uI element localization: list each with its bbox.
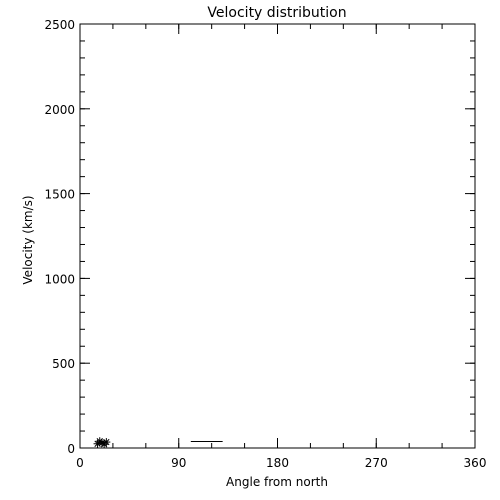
- data-marks: [93, 437, 223, 449]
- x-tick-label: 180: [266, 456, 289, 470]
- data-point: [102, 438, 111, 447]
- y-tick-label: 2000: [44, 103, 75, 117]
- y-tick-label: 2500: [44, 18, 75, 32]
- y-tick-label: 500: [52, 357, 75, 371]
- axes: 0 90 180 270 360 0 500 1000 1500 2000 2500: [44, 18, 486, 470]
- x-axis-label: Angle from north: [226, 475, 328, 489]
- chart-title: Velocity distribution: [207, 5, 346, 21]
- x-tick-label: 90: [171, 456, 186, 470]
- y-axis-label: Velocity (km/s): [21, 195, 35, 284]
- plot-frame: [79, 23, 476, 449]
- x-tick-label: 0: [76, 456, 84, 470]
- x-tick-label: 270: [365, 456, 388, 470]
- x-tick-label: 360: [464, 456, 487, 470]
- asterisk-stroke: [103, 438, 110, 446]
- y-tick-label: 1500: [44, 188, 75, 202]
- y-tick-label: 0: [67, 442, 75, 456]
- y-tick-label: 1000: [44, 272, 75, 286]
